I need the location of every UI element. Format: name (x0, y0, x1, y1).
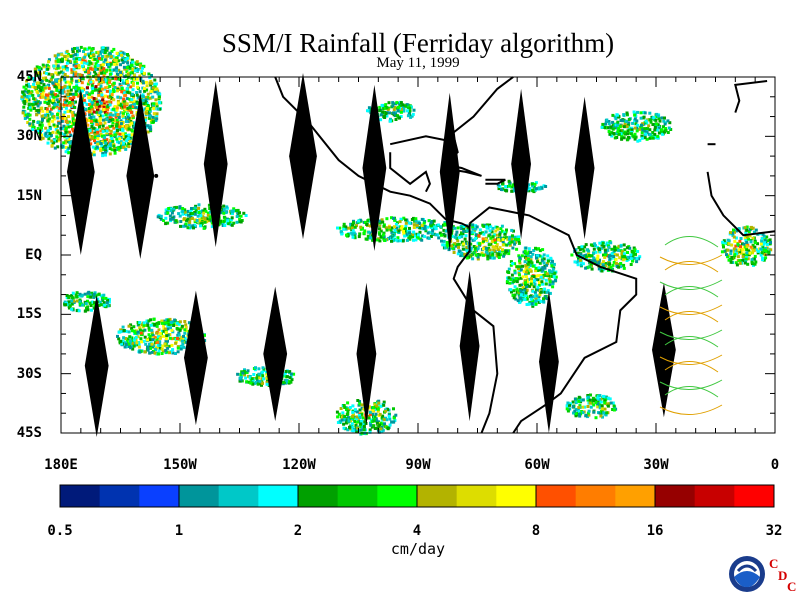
orbit-gap (539, 291, 559, 433)
lon-label: 0 (771, 457, 779, 473)
orbit-gap (511, 89, 531, 239)
scan-arc (665, 236, 718, 247)
orbit-gap (289, 73, 317, 239)
coastlines (138, 77, 775, 433)
scan-arc (665, 286, 718, 297)
cdc-logo-d: D (778, 568, 787, 584)
lon-label: 180E (44, 457, 78, 473)
cdc-logo-c2: C (787, 579, 796, 595)
colorbar-swatch (338, 485, 378, 507)
colorbar-label: 32 (766, 523, 783, 539)
colorbar-swatch (377, 485, 417, 507)
colorbar-swatch (615, 485, 655, 507)
scan-arc (665, 386, 718, 397)
colorbar-swatch (100, 485, 140, 507)
lat-label: 45S (0, 425, 42, 441)
lat-label: 30S (0, 366, 42, 382)
island (146, 168, 150, 172)
noaa-logo (728, 555, 766, 593)
colorbar (60, 485, 775, 507)
lat-label: EQ (0, 247, 42, 263)
colorbar-label: 1 (175, 523, 183, 539)
lon-label: 60W (524, 457, 549, 473)
lon-label: 30W (643, 457, 668, 473)
colorbar-swatch (655, 485, 695, 507)
colorbar-label: 2 (294, 523, 302, 539)
orbit-gap (263, 287, 287, 422)
cdc-logo-c1: C (769, 556, 778, 572)
coastline (390, 152, 430, 192)
colorbar-label: 16 (647, 523, 664, 539)
colorbar-swatch (536, 485, 576, 507)
scan-arc (660, 305, 722, 315)
colorbar-swatch (734, 485, 774, 507)
colorbar-swatch (457, 485, 497, 507)
colorbar-swatch (417, 485, 457, 507)
lat-label: 45N (0, 69, 42, 85)
colorbar-label: 4 (413, 523, 421, 539)
orbit-gap (184, 291, 208, 426)
lat-label: 15S (0, 306, 42, 322)
colorbar-label: 8 (532, 523, 540, 539)
scan-arc (665, 261, 718, 272)
colorbar-swatch (139, 485, 179, 507)
colorbar-swatch (258, 485, 298, 507)
coastline (708, 172, 775, 235)
scan-arc (665, 311, 718, 322)
orbit-gap (575, 97, 595, 239)
coastline (454, 77, 514, 132)
lon-label: 120W (282, 457, 316, 473)
island (138, 166, 142, 170)
colorbar-swatch (695, 485, 735, 507)
orbit-gap (652, 283, 676, 418)
scan-arc (660, 280, 722, 290)
lon-label: 90W (405, 457, 430, 473)
colorbar-swatch (60, 485, 100, 507)
scan-arc (660, 405, 722, 415)
scan-arc (660, 255, 722, 265)
lon-label: 150W (163, 457, 197, 473)
colorbar-swatch (576, 485, 616, 507)
colorbar-swatch (219, 485, 259, 507)
lat-label: 30N (0, 128, 42, 144)
lat-label: 15N (0, 188, 42, 204)
colorbar-swatch (298, 485, 338, 507)
colorbar-label: 0.5 (47, 523, 72, 539)
colorbar-swatch (179, 485, 219, 507)
island (154, 174, 158, 178)
colorbar-swatch (496, 485, 536, 507)
colorbar-units: cm/day (0, 540, 800, 558)
coastline (735, 81, 767, 113)
orbit-gap (85, 295, 109, 437)
